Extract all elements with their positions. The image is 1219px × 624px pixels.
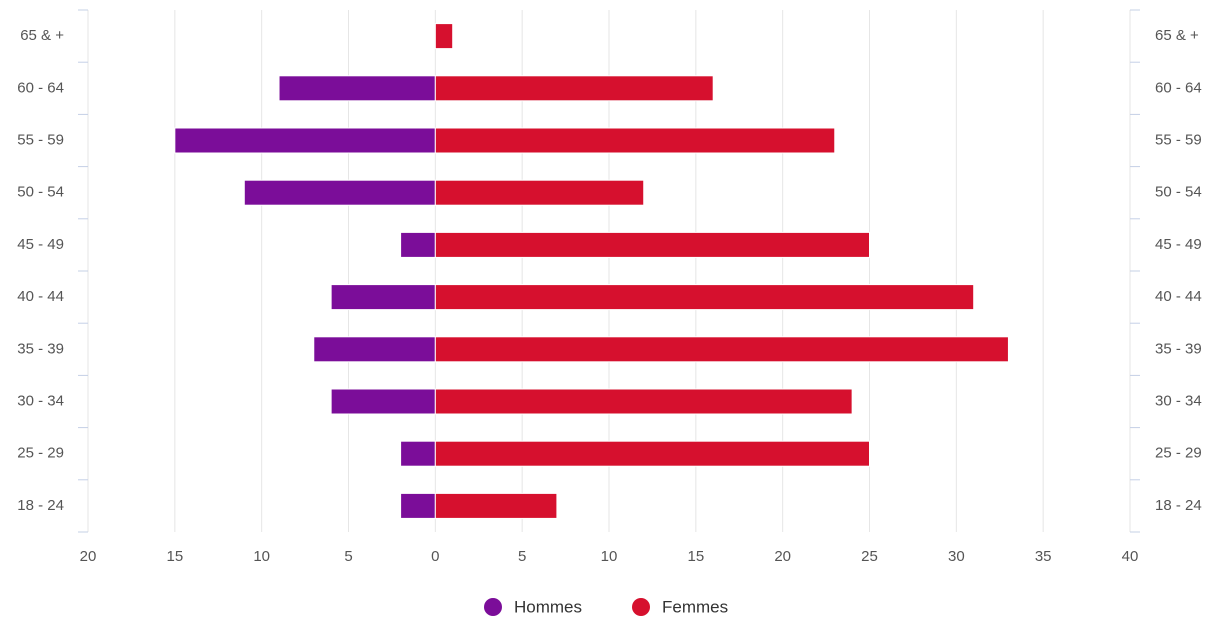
bar xyxy=(243,179,436,206)
x-tick-label: 15 xyxy=(166,548,183,565)
y-tick-label-right: 18 - 24 xyxy=(1155,497,1202,514)
bar xyxy=(434,492,558,519)
y-tick-label-right: 40 - 44 xyxy=(1155,288,1202,305)
x-tick-label: 10 xyxy=(253,548,270,565)
legend-label: Hommes xyxy=(514,597,582,616)
bar xyxy=(434,284,975,311)
y-tick-label-right: 45 - 49 xyxy=(1155,236,1202,253)
bar xyxy=(400,231,436,258)
y-tick-label-right: 50 - 54 xyxy=(1155,184,1202,201)
x-tick-label: 25 xyxy=(861,548,878,565)
bar xyxy=(313,336,436,363)
bar xyxy=(434,440,870,467)
bar xyxy=(400,440,436,467)
legend-marker xyxy=(632,598,650,616)
x-tick-label: 20 xyxy=(80,548,97,565)
x-tick-label: 30 xyxy=(948,548,965,565)
x-tick-label: 0 xyxy=(431,548,439,565)
bar xyxy=(434,75,714,102)
x-tick-label: 10 xyxy=(601,548,618,565)
y-tick-label: 50 - 54 xyxy=(17,184,64,201)
y-tick-label: 65 & + xyxy=(20,27,64,44)
y-tick-label-right: 30 - 34 xyxy=(1155,392,1202,409)
x-tick-label: 35 xyxy=(1035,548,1052,565)
y-tick-label: 40 - 44 xyxy=(17,288,64,305)
y-tick-label: 25 - 29 xyxy=(17,445,64,462)
y-tick-label-right: 55 - 59 xyxy=(1155,131,1202,148)
bar xyxy=(434,179,645,206)
bar xyxy=(434,127,836,154)
bar xyxy=(278,75,436,102)
y-tick-label-right: 65 & + xyxy=(1155,27,1199,44)
y-tick-label: 45 - 49 xyxy=(17,236,64,253)
y-tick-label: 18 - 24 xyxy=(17,497,64,514)
x-tick-label: 15 xyxy=(687,548,704,565)
y-tick-label-right: 60 - 64 xyxy=(1155,79,1202,96)
x-tick-label: 5 xyxy=(518,548,526,565)
x-tick-label: 5 xyxy=(344,548,352,565)
bar xyxy=(330,388,436,415)
bar xyxy=(434,231,870,258)
bar xyxy=(400,492,436,519)
y-tick-label: 35 - 39 xyxy=(17,340,64,357)
legend-marker xyxy=(484,598,502,616)
y-tick-label: 55 - 59 xyxy=(17,131,64,148)
bar xyxy=(330,284,436,311)
y-tick-label-right: 35 - 39 xyxy=(1155,340,1202,357)
x-tick-label: 40 xyxy=(1122,548,1139,565)
y-tick-label-right: 25 - 29 xyxy=(1155,445,1202,462)
x-tick-label: 20 xyxy=(774,548,791,565)
bar xyxy=(434,388,853,415)
bar xyxy=(434,23,454,50)
bar xyxy=(174,127,436,154)
y-tick-label: 60 - 64 xyxy=(17,79,64,96)
legend-label: Femmes xyxy=(662,597,728,616)
y-tick-label: 30 - 34 xyxy=(17,392,64,409)
bar xyxy=(434,336,1009,363)
